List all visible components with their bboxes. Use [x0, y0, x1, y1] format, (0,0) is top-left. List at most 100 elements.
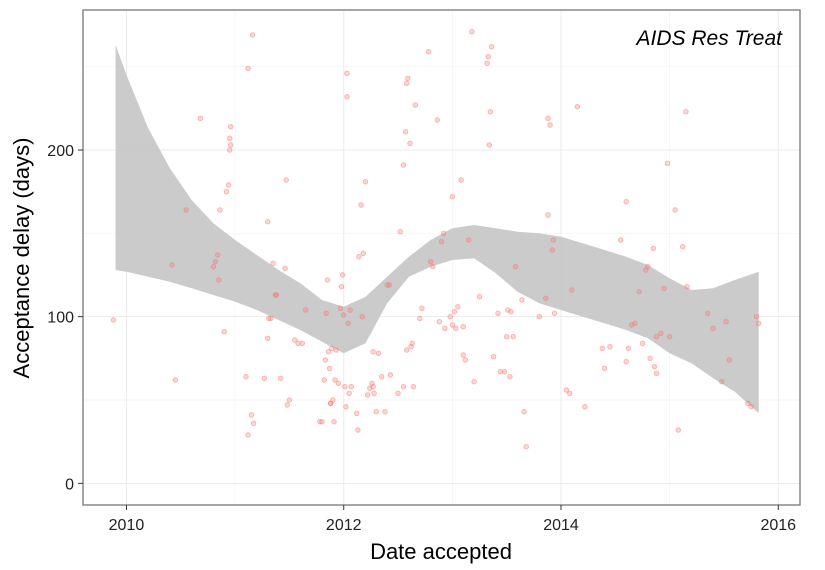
data-point	[370, 384, 376, 390]
data-point	[358, 202, 364, 208]
data-point	[519, 297, 525, 303]
data-point	[348, 384, 354, 390]
data-point	[282, 265, 288, 271]
data-point	[270, 260, 276, 266]
data-point	[512, 264, 519, 270]
data-point	[387, 372, 394, 378]
data-point	[330, 397, 336, 403]
data-point	[549, 247, 555, 253]
data-point	[745, 400, 751, 406]
data-point	[650, 245, 656, 251]
data-point	[748, 404, 754, 410]
data-point	[756, 320, 762, 326]
data-point	[265, 335, 271, 341]
panel-label: AIDS Res Treat	[635, 27, 784, 50]
data-point	[436, 319, 442, 325]
data-point	[536, 314, 542, 320]
data-point	[460, 352, 466, 358]
data-point	[632, 320, 638, 326]
x-tick-label: 2012	[326, 517, 362, 534]
data-point	[110, 317, 117, 323]
data-point	[386, 282, 393, 288]
data-point	[521, 409, 527, 415]
data-point	[490, 354, 497, 360]
data-point	[331, 419, 337, 425]
data-point	[395, 390, 401, 396]
data-point	[221, 329, 227, 335]
data-point	[753, 314, 760, 320]
panel-border	[82, 9, 801, 506]
data-point	[412, 102, 419, 108]
data-point	[292, 337, 298, 343]
data-point	[551, 310, 558, 316]
data-point	[417, 315, 423, 321]
data-point	[335, 380, 341, 386]
data-point	[355, 427, 361, 433]
data-point	[449, 322, 456, 328]
data-point	[469, 29, 475, 35]
data-point	[404, 80, 410, 86]
data-point	[356, 254, 362, 260]
data-point	[265, 218, 271, 225]
data-point	[359, 314, 365, 320]
data-point	[661, 285, 667, 291]
data-point	[462, 357, 469, 363]
data-point	[508, 309, 514, 315]
data-point	[705, 310, 711, 316]
data-point	[607, 344, 613, 350]
data-point	[599, 345, 605, 351]
data-point	[507, 374, 513, 380]
data-point	[397, 228, 403, 235]
data-point	[476, 294, 483, 300]
data-point	[723, 319, 729, 325]
data-point	[223, 188, 230, 195]
data-point	[430, 264, 436, 270]
x-tick-label: 2016	[760, 517, 796, 534]
data-point	[438, 238, 445, 245]
data-point	[169, 262, 175, 268]
data-point	[455, 304, 461, 310]
data-point	[410, 384, 416, 390]
data-point	[675, 427, 681, 433]
y-tick-label: 0	[65, 476, 74, 493]
data-point	[345, 320, 351, 326]
data-point	[183, 207, 189, 213]
data-point	[261, 375, 268, 381]
data-point	[245, 65, 251, 71]
data-point	[322, 357, 328, 363]
data-point	[485, 54, 491, 60]
data-point	[226, 147, 233, 153]
data-point	[303, 307, 309, 313]
data-point	[510, 334, 516, 340]
data-point	[339, 272, 346, 278]
data-point	[400, 384, 407, 390]
data-point	[210, 264, 217, 270]
data-point	[427, 259, 434, 265]
data-point	[197, 115, 203, 121]
data-point	[484, 60, 490, 66]
data-point	[567, 390, 573, 396]
data-point	[400, 162, 407, 168]
data-point	[501, 369, 508, 375]
data-point	[623, 359, 629, 365]
data-point	[370, 349, 376, 355]
data-point	[466, 237, 472, 243]
data-point	[338, 284, 345, 290]
data-point	[354, 410, 360, 416]
data-point	[347, 307, 353, 313]
data-point	[574, 103, 580, 110]
data-point	[243, 374, 249, 380]
data-point	[545, 212, 551, 218]
data-point	[217, 207, 223, 213]
data-point	[382, 409, 388, 415]
data-point	[653, 334, 660, 340]
data-point	[419, 305, 425, 311]
data-point	[325, 349, 332, 355]
data-point	[337, 305, 344, 311]
data-point	[647, 355, 653, 361]
data-point	[373, 409, 379, 415]
data-point	[346, 390, 352, 396]
data-point	[360, 250, 366, 256]
data-point	[563, 387, 570, 393]
